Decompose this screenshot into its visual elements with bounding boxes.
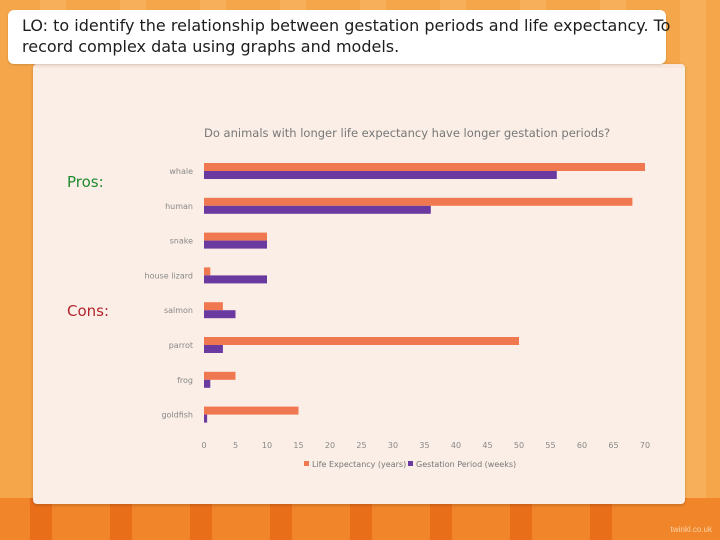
watermark: twinkl.co.uk: [670, 525, 712, 534]
bottom-stripe: [30, 498, 52, 540]
category-label: house lizard: [145, 271, 193, 280]
life-expectancy-bar: [204, 337, 519, 345]
title-bar: LO: to identify the relationship between…: [8, 10, 670, 64]
bottom-stripe: [350, 498, 372, 540]
life-expectancy-bar: [204, 406, 299, 415]
category-label: parrot: [169, 341, 193, 350]
x-axis-ticks: 0 5 10 15 20 25 30 35 40 45 50 55 60 65 70: [201, 441, 650, 450]
bottom-stripe: [590, 498, 612, 540]
x-tick-label: 60: [577, 441, 587, 450]
bottom-band: [0, 498, 720, 540]
panel-decoration: [33, 64, 685, 68]
x-tick-label: 15: [293, 441, 303, 450]
life-expectancy-bar: [204, 197, 633, 206]
category-label: frog: [177, 376, 193, 385]
x-tick-label: 25: [356, 441, 366, 450]
x-tick-label: 35: [419, 441, 429, 450]
gestation-period-bar: [204, 379, 211, 388]
gestation-period-bar: [204, 171, 557, 179]
gestation-period-bar: [204, 414, 208, 423]
category-labels: whale human snake house lizard salmon parrot f…: [145, 167, 194, 420]
gestation-period-bar: [204, 275, 267, 284]
chart-bars: [204, 163, 645, 423]
bottom-stripe: [110, 498, 132, 540]
category-label: human: [165, 202, 193, 211]
x-tick-label: 30: [388, 441, 398, 450]
x-tick-label: 50: [514, 441, 524, 450]
x-tick-label: 40: [451, 441, 461, 450]
legend-label: Life Expectancy (years): [312, 460, 406, 469]
legend-swatch: [304, 461, 309, 466]
chart-legend: Life Expectancy (years) Gestation Period …: [304, 460, 516, 469]
bottom-stripe: [270, 498, 292, 540]
cons-label: Cons:: [67, 302, 110, 320]
life-expectancy-bar: [204, 302, 223, 311]
legend-label: Gestation Period (weeks): [416, 460, 516, 469]
x-tick-label: 5: [233, 441, 238, 450]
learning-objective: LO: to identify the relationship between…: [22, 16, 671, 56]
life-expectancy-bar: [204, 371, 236, 380]
x-tick-label: 65: [608, 441, 618, 450]
gestation-period-bar: [204, 205, 431, 214]
category-label: snake: [170, 237, 193, 246]
gestation-period-bar: [204, 345, 223, 353]
bottom-stripe: [190, 498, 212, 540]
x-tick-label: 45: [482, 441, 492, 450]
pros-label: Pros:: [67, 173, 104, 191]
gestation-period-bar: [204, 240, 267, 249]
life-expectancy-bar: [204, 163, 645, 171]
category-label: salmon: [164, 306, 193, 315]
chart-title: Do animals with longer life expectancy h…: [204, 126, 610, 140]
x-tick-label: 70: [640, 441, 650, 450]
legend-swatch: [408, 461, 413, 466]
x-tick-label: 10: [262, 441, 272, 450]
category-label: goldfish: [161, 411, 193, 420]
life-expectancy-bar: [204, 267, 211, 276]
life-expectancy-bar: [204, 232, 267, 241]
category-label: whale: [169, 167, 193, 176]
x-tick-label: 0: [201, 441, 206, 450]
bottom-stripe: [430, 498, 452, 540]
gestation-period-bar: [204, 310, 236, 319]
bottom-stripe: [510, 498, 532, 540]
content-panel: [33, 64, 685, 504]
x-tick-label: 55: [545, 441, 555, 450]
x-tick-label: 20: [325, 441, 335, 450]
